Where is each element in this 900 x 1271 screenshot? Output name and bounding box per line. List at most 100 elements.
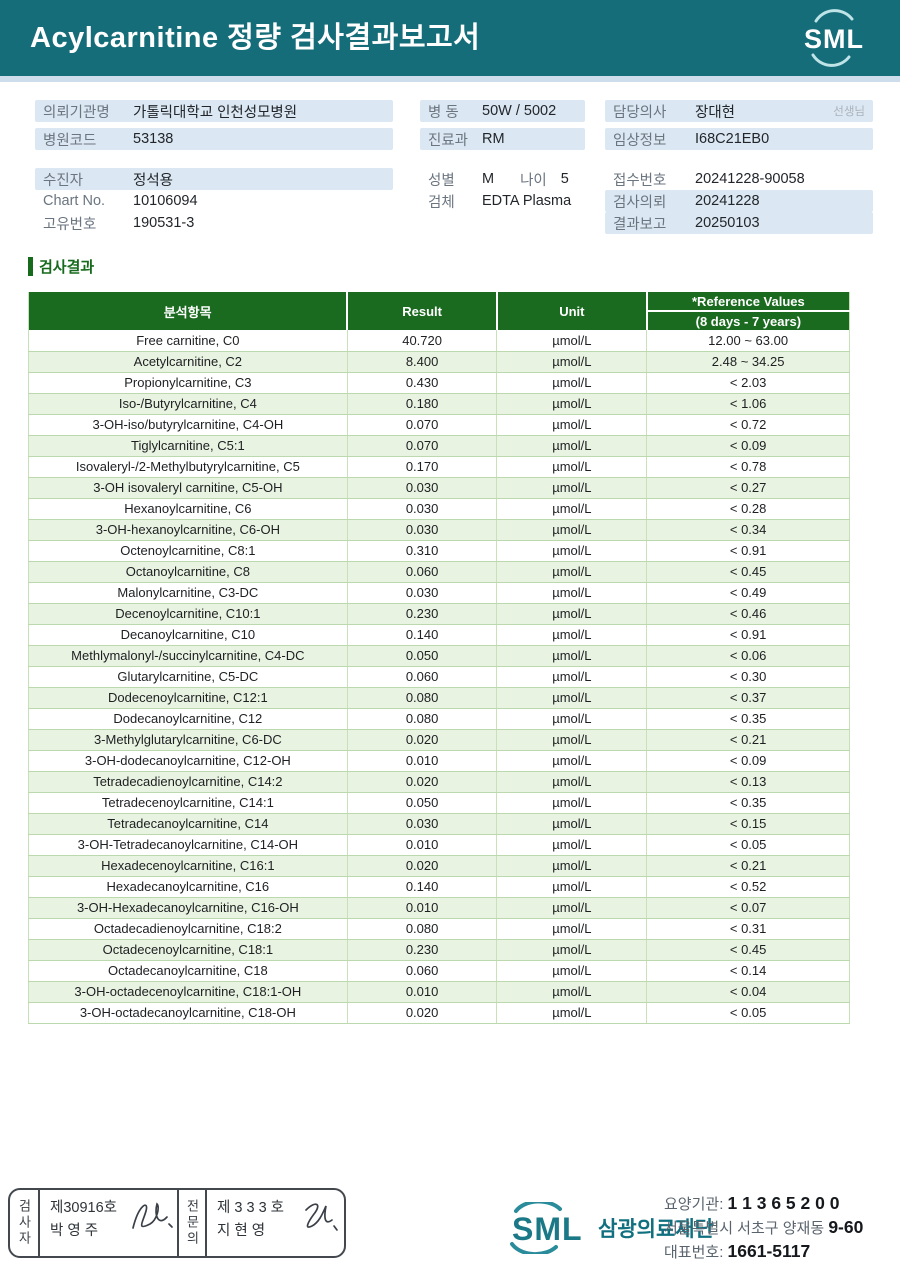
analyte-name-cell: Isovaleryl-/2-Methylbutyrylcarnitine, C5	[28, 456, 348, 478]
results-table-header: 분석항목 Result Unit *Reference Values (8 da…	[28, 292, 850, 330]
results-section-title: 검사결과	[28, 256, 94, 277]
analyte-name-cell: 3-OH-Hexadecanoylcarnitine, C16-OH	[28, 897, 348, 919]
result-row: Octenoylcarnitine, C8:1 0.310 µmol/L < 0.91	[28, 540, 850, 562]
result-value-cell: 0.020	[346, 729, 497, 751]
field-value: 10106094	[133, 193, 198, 209]
result-row: 3-OH-Tetradecanoylcarnitine, C14-OH 0.010…	[28, 834, 850, 856]
info-field-patient-name: 수진자 정석용	[35, 168, 393, 190]
field-value: 50W / 5002	[482, 103, 557, 119]
unit-cell: µmol/L	[496, 414, 647, 436]
result-value-cell: 0.010	[346, 981, 497, 1003]
unit-cell: µmol/L	[496, 372, 647, 394]
result-row: Isovaleryl-/2-Methylbutyrylcarnitine, C5…	[28, 456, 850, 478]
unit-cell: µmol/L	[496, 813, 647, 835]
field-label: 담당의사	[613, 104, 667, 121]
result-value-cell: 0.080	[346, 918, 497, 940]
analyte-name-cell: 3-OH-iso/butyrylcarnitine, C4-OH	[28, 414, 348, 436]
result-row: Decanoylcarnitine, C10 0.140 µmol/L < 0.91	[28, 624, 850, 646]
unit-cell: µmol/L	[496, 855, 647, 877]
footer-contact-block: 요양기관: 1 1 3 6 5 2 0 0 서울특별시 서초구 양재동 9-60…	[664, 1192, 894, 1264]
specialist-cert-no: 제 3 3 3 호	[217, 1200, 285, 1216]
result-row: 3-OH-Hexadecanoylcarnitine, C16-OH 0.010 µ…	[28, 897, 850, 919]
result-value-cell: 0.030	[346, 477, 497, 499]
field-label: 수진자	[43, 172, 84, 189]
examiner-signature-icon	[132, 1202, 173, 1229]
analyte-name-cell: Iso-/Butyrylcarnitine, C4	[28, 393, 348, 415]
field-label: 검사의뢰	[613, 194, 667, 211]
reference-value-cell: < 0.31	[646, 918, 850, 940]
field-label: 의뢰기관명	[43, 104, 110, 121]
column-header-result: Result	[346, 292, 497, 330]
result-row: Hexanoylcarnitine, C6 0.030 µmol/L < 0.28	[28, 498, 850, 520]
field-label: 접수번호	[613, 172, 667, 189]
reference-value-cell: < 0.21	[646, 855, 850, 877]
info-field-hospital-code: 병원코드 53138	[35, 128, 393, 150]
result-value-cell: 0.010	[346, 750, 497, 772]
info-field-receipt-no: 접수번호 20241228-90058	[605, 168, 873, 190]
reference-value-cell: < 0.07	[646, 897, 850, 919]
analyte-name-cell: 3-Methylglutarylcarnitine, C6-DC	[28, 729, 348, 751]
reference-value-cell: < 0.04	[646, 981, 850, 1003]
footer-foundation-logo: SML 삼광의료재단	[498, 1199, 714, 1257]
unit-cell: µmol/L	[496, 666, 647, 688]
result-value-cell: 0.010	[346, 897, 497, 919]
unit-cell: µmol/L	[496, 603, 647, 625]
result-value-cell: 0.030	[346, 582, 497, 604]
field-value: 190531-3	[133, 215, 195, 231]
footer-logo-text: SML	[512, 1211, 583, 1247]
reference-value-cell: < 0.35	[646, 708, 850, 730]
analyte-name-cell: 3-OH-Tetradecanoylcarnitine, C14-OH	[28, 834, 348, 856]
result-value-cell: 0.070	[346, 414, 497, 436]
result-value-cell: 0.020	[346, 855, 497, 877]
footer-logo-arcs-icon	[510, 1199, 562, 1257]
result-value-cell: 0.060	[346, 960, 497, 982]
reference-value-cell: < 0.09	[646, 750, 850, 772]
unit-cell: µmol/L	[496, 771, 647, 793]
unit-cell: µmol/L	[496, 687, 647, 709]
care-institution-number: 1 1 3 6 5 2 0 0	[727, 1193, 840, 1213]
unit-cell: µmol/L	[496, 561, 647, 583]
section-title-bar	[28, 257, 33, 276]
results-table: 분석항목 Result Unit *Reference Values (8 da…	[28, 292, 850, 1024]
analyte-name-cell: Dodecenoylcarnitine, C12:1	[28, 687, 348, 709]
reference-value-cell: < 0.05	[646, 1002, 850, 1024]
field-value: 5	[560, 171, 569, 187]
address-number: 9-60	[828, 1217, 864, 1237]
unit-cell: µmol/L	[496, 939, 647, 961]
result-row: 3-Methylglutarylcarnitine, C6-DC 0.020 µmo…	[28, 729, 850, 751]
analyte-name-cell: Decenoylcarnitine, C10:1	[28, 603, 348, 625]
analyte-name-cell: 3-OH-octadecenoylcarnitine, C18:1-OH	[28, 981, 348, 1003]
field-value: M	[482, 171, 495, 187]
reference-value-cell: < 0.45	[646, 939, 850, 961]
care-institution-label: 요양기관:	[664, 1196, 724, 1213]
field-label: 나이	[520, 172, 547, 189]
result-value-cell: 0.170	[346, 456, 497, 478]
reference-value-cell: < 0.45	[646, 561, 850, 583]
field-label: 고유번호	[43, 216, 97, 233]
result-row: Methlymalonyl-/succinylcarnitine, C4-DC 0…	[28, 645, 850, 667]
unit-cell: µmol/L	[496, 729, 647, 751]
analyte-name-cell: Octanoylcarnitine, C8	[28, 561, 348, 583]
info-column-left: 의뢰기관명 가톨릭대학교 인천성모병원 병원코드 53138 수진자 정석용 Chart N…	[35, 100, 393, 234]
footer-sml-logo-icon: SML	[498, 1199, 594, 1257]
field-value: 정석용	[133, 172, 174, 189]
result-value-cell: 0.060	[346, 666, 497, 688]
unit-cell: µmol/L	[496, 981, 647, 1003]
field-label: 병원코드	[43, 132, 97, 149]
reference-value-cell: < 2.03	[646, 372, 850, 394]
reference-value-cell: < 0.13	[646, 771, 850, 793]
result-row: Octanoylcarnitine, C8 0.060 µmol/L < 0.45	[28, 561, 850, 583]
field-value: EDTA Plasma	[482, 193, 572, 209]
analyte-name-cell: Hexadecanoylcarnitine, C16	[28, 876, 348, 898]
field-value: I68C21EB0	[695, 131, 770, 147]
result-value-cell: 0.140	[346, 624, 497, 646]
analyte-name-cell: Dodecanoylcarnitine, C12	[28, 708, 348, 730]
result-value-cell: 0.010	[346, 834, 497, 856]
stamp-examiner-detail: 제30916호 박 영 주	[40, 1190, 177, 1256]
reference-value-cell: < 0.28	[646, 498, 850, 520]
unit-cell: µmol/L	[496, 435, 647, 457]
result-row: Octadecadienoylcarnitine, C18:2 0.080 µmol…	[28, 918, 850, 940]
analyte-name-cell: 3-OH-dodecanoylcarnitine, C12-OH	[28, 750, 348, 772]
reference-value-cell: < 0.46	[646, 603, 850, 625]
result-value-cell: 0.030	[346, 519, 497, 541]
